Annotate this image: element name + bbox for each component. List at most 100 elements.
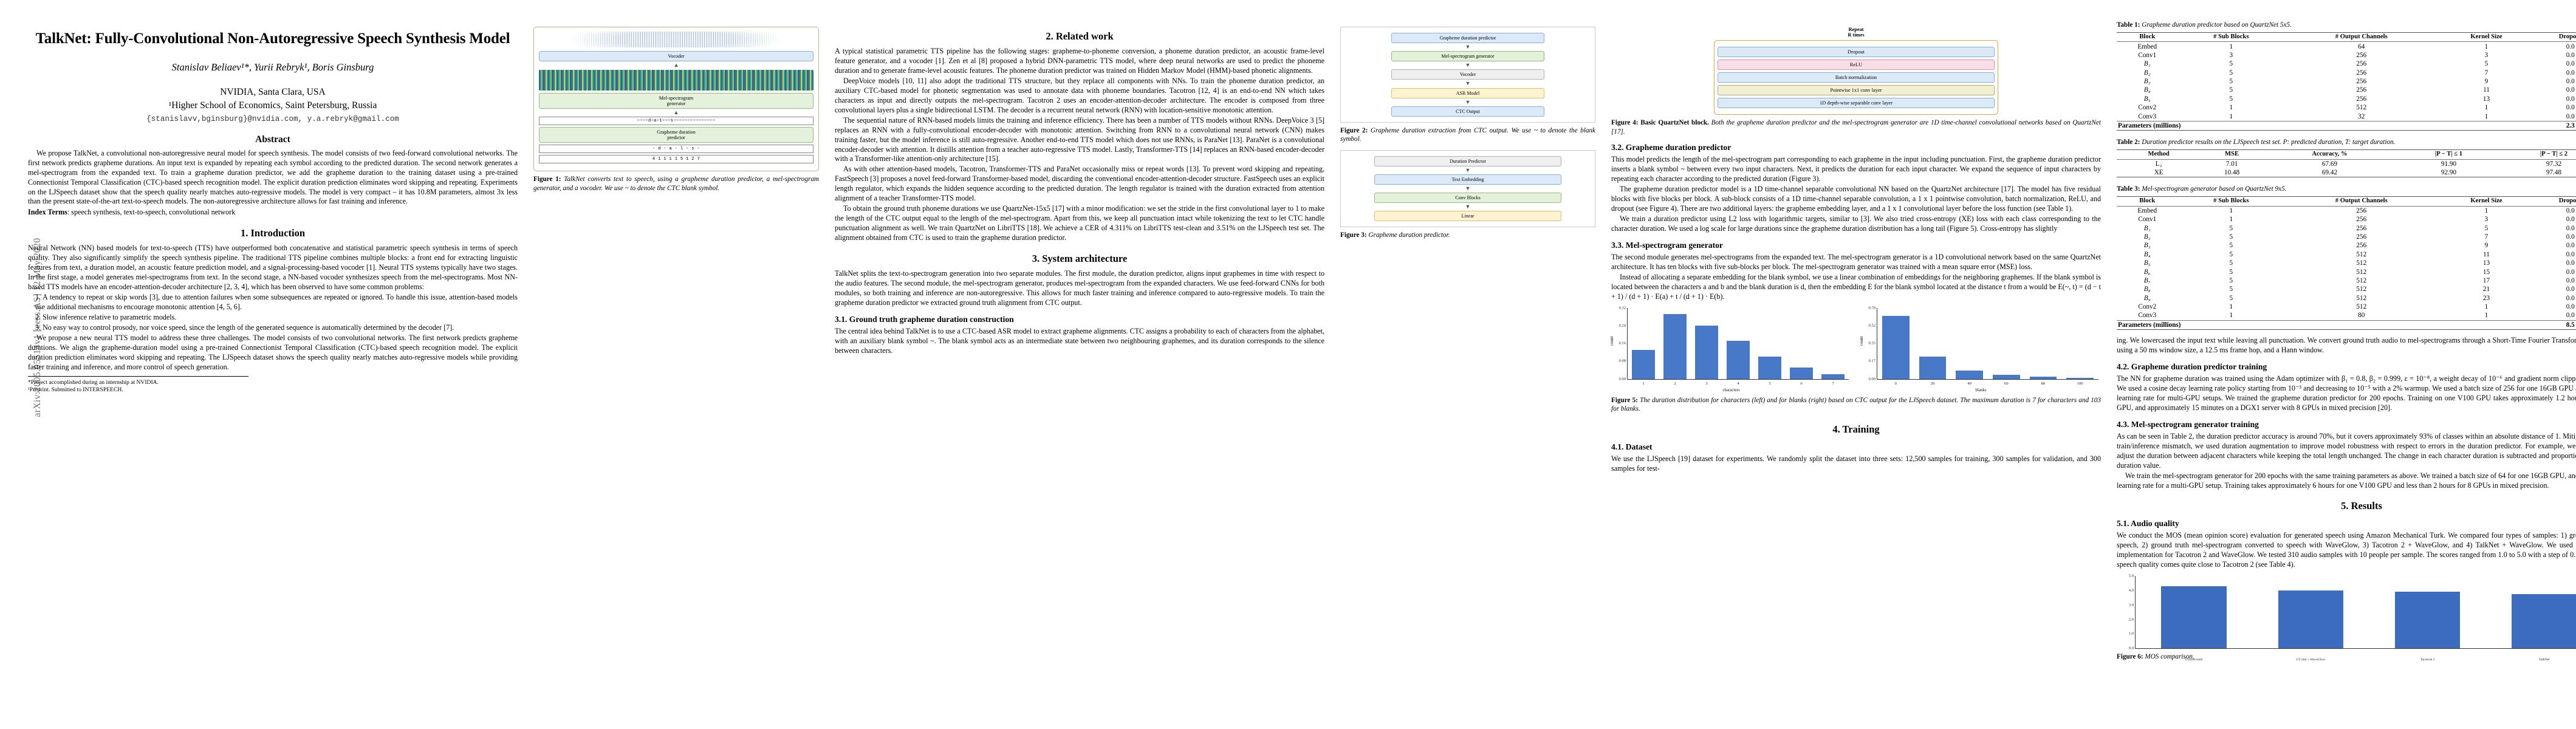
table-cell: 5: [2229, 250, 2233, 258]
table-cell: 0.0: [2566, 294, 2575, 302]
figure-2-caption-text: Grapheme duration extraction from CTC ou…: [1340, 126, 1595, 143]
mos-bar: [2278, 590, 2344, 649]
table-cell: B₆: [2143, 268, 2151, 276]
table-cell: 0.0: [2566, 259, 2575, 267]
figure-2: Grapheme duration predictor ▼ Mel-spectr…: [1340, 27, 1595, 144]
table-3-caption-text: Mel-spectrogram generator based on Quart…: [2140, 185, 2287, 193]
table-row: B₇ 5 512 17 0.0: [2117, 276, 2576, 285]
table-1-caption-label: Table 1:: [2117, 21, 2140, 29]
table-2-caption: Table 2: Duration predictor results on t…: [2117, 138, 2576, 147]
table-1-body: Embed 1 64 1 0.0 Conv1 3 256 3 0.0 B₁ 5 256 5 0.0 B₂ 5 25…: [2117, 41, 2576, 121]
table-cell: 15: [2482, 268, 2490, 276]
table-row: B₈ 5 512 21 0.0: [2117, 285, 2576, 293]
chart-x-tick: 80: [2041, 381, 2046, 386]
intro-paragraph-1: Neural Network (NN) based models for tex…: [28, 244, 518, 292]
fig3-node-2: Conv Blocks: [1374, 193, 1562, 204]
mos-y-tick: 2.0: [2128, 617, 2134, 622]
table-cell: 0.0: [2566, 286, 2575, 293]
table-3-caption: Table 3: Mel-spectrogram generator based…: [2117, 185, 2576, 194]
column-2: 2. Related work A typical statistical pa…: [835, 21, 1324, 713]
table-cell: 0.0: [2566, 112, 2575, 120]
table-cell: 5: [2229, 259, 2233, 267]
figure-6-caption: Figure 6: MOS comparison.: [2117, 652, 2576, 662]
grapheme-duration-node: Grapheme duration predictor: [539, 127, 814, 143]
table-cell: 67.69: [2321, 160, 2338, 168]
vocoder-node: Vocoder: [539, 51, 814, 61]
arrow-down-icon-e: ▼: [1465, 166, 1471, 173]
chart-bar: [1631, 349, 1656, 379]
table-cell: 13: [2482, 259, 2490, 267]
table-cell: 5: [2229, 60, 2233, 68]
mel-generator-node: Mel-spectrogram generator: [539, 93, 814, 109]
arrow-down-icon-d: ▼: [1465, 98, 1471, 105]
figure-5-caption-text: The duration distribution for characters…: [1611, 396, 2101, 413]
section-system-architecture-heading: 3. System architecture: [1032, 253, 1128, 265]
subsection-dataset-heading: 4.1. Dataset: [1611, 442, 1653, 451]
footnote-2: ¹Preprint. Submitted to INTERSPEECH.: [28, 386, 123, 394]
mos-x-tick: TalkNet: [2538, 658, 2550, 662]
figure-1: Vocoder ▲ Mel-spectrogram generator ▲ ~~…: [533, 27, 819, 193]
qrow-depthwise-conv: 1D depth-wise separable conv layer: [1718, 98, 1995, 108]
table-cell: 0.0: [2566, 69, 2575, 77]
mos-x-tick: GT mel + WaveGlow: [2296, 658, 2326, 662]
table-header-cell: # Sub Blocks: [2213, 197, 2249, 205]
table-1-footer-row: Parameters (millions) 2.3: [2117, 121, 2576, 131]
table-cell: 97.32: [2546, 160, 2562, 168]
table-cell: B₈: [2143, 286, 2151, 293]
fig2-node-3: ASR Model: [1391, 87, 1544, 98]
table-cell: 1: [2229, 43, 2233, 50]
chart-bar: [1821, 374, 1845, 379]
table-row: Embed 1 64 1 0.0: [2117, 42, 2576, 51]
paper-page: TalkNet: Fully-Convolutional Non-Autoreg…: [28, 21, 2576, 713]
chart-bar: [1789, 368, 1814, 379]
table-cell: 256: [2356, 207, 2367, 214]
fig2-node-0: Grapheme duration predictor: [1391, 33, 1544, 43]
table-cell: 3: [2484, 216, 2489, 224]
table-2: Method MSE Accuracy, % |P − T| ≤ 1 |P − T| ≤…: [2117, 149, 2576, 178]
table-cell: 256: [2356, 233, 2367, 241]
table-row: Conv2 1 512 1 0.0: [2117, 303, 2576, 311]
figure-6-caption-text: MOS comparison.: [2143, 653, 2194, 661]
section-related-work-heading: 2. Related work: [1046, 30, 1114, 42]
section-introduction-heading: 1. Introduction: [240, 227, 306, 239]
chart-x-tick: 4: [1737, 381, 1739, 386]
mos-x-tick: Ground truth: [2185, 658, 2203, 662]
table-row: B₆ 5 512 15 0.0: [2117, 267, 2576, 276]
table-cell: 0.0: [2566, 86, 2575, 94]
chart-blanks-plot: 0 20 40 60 80 100 0.00 0.17 0.35 0.52 0.70 count: [1859, 306, 2098, 386]
chart-x-tick: 1: [1642, 381, 1645, 386]
chart-blanks-title: blanks: [1975, 387, 1987, 392]
table-cell: 5: [2484, 60, 2489, 68]
arrow-down-icon-b: ▼: [1465, 62, 1471, 69]
table-cell: L₂: [2155, 160, 2162, 168]
table-cell: 5: [2229, 242, 2233, 250]
table-cell: Embed: [2137, 43, 2157, 50]
table-row: B₅ 5 512 13 0.0: [2117, 259, 2576, 267]
mos-y-tick: 0.0: [2128, 646, 2134, 651]
table-3-body: Embed 1 256 1 0.0 Conv1 1 256 3 0.0 B₁ 5 256 5 0.0 B₂ 5 2…: [2117, 206, 2576, 320]
figure-2-diagram: Grapheme duration predictor ▼ Mel-spectr…: [1340, 27, 1595, 123]
figure-4-caption-bold: Basic QuartzNet block.: [1640, 119, 1709, 126]
mos-bar: [2394, 592, 2461, 649]
chart-bar: [2029, 377, 2057, 379]
table-row: B₄ 5 256 11 0.0: [2117, 86, 2576, 94]
chart-x-tick: 5: [1769, 381, 1771, 386]
table-cell: 256: [2356, 216, 2367, 224]
index-terms-value: : speech synthesis, text-to-speech, conv…: [67, 208, 236, 217]
column-1: TalkNet: Fully-Convolutional Non-Autoreg…: [28, 21, 518, 713]
table-3-caption-label: Table 3:: [2117, 185, 2140, 193]
table-cell: 5: [2229, 224, 2233, 232]
figure-6-caption-label: Figure 6:: [2117, 653, 2143, 661]
mos-y-tick: 5.0: [2128, 573, 2134, 578]
audio-quality-p1: We conduct the MOS (mean opinion score) …: [2117, 531, 2576, 569]
index-terms-label: Index Terms: [28, 208, 67, 217]
table-cell: 5: [2229, 69, 2233, 77]
intro-list-item-1: 1. A tendency to repeat or skip words [3…: [35, 293, 518, 312]
table-2-caption-text: Duration predictor results on the LJSpee…: [2140, 139, 2396, 146]
related-paragraph-5: To obtain the ground truth phoneme durat…: [835, 204, 1324, 242]
table-cell: 1: [2484, 104, 2489, 112]
chart-y-tick: 0.35: [1868, 341, 1875, 346]
duration-training-p1: The NN for grapheme duration was trained…: [2117, 374, 2576, 412]
table-cell: 7: [2484, 233, 2489, 241]
subsection-mel-training-heading: 4.3. Mel-spectrogram generator training: [2117, 419, 2259, 429]
